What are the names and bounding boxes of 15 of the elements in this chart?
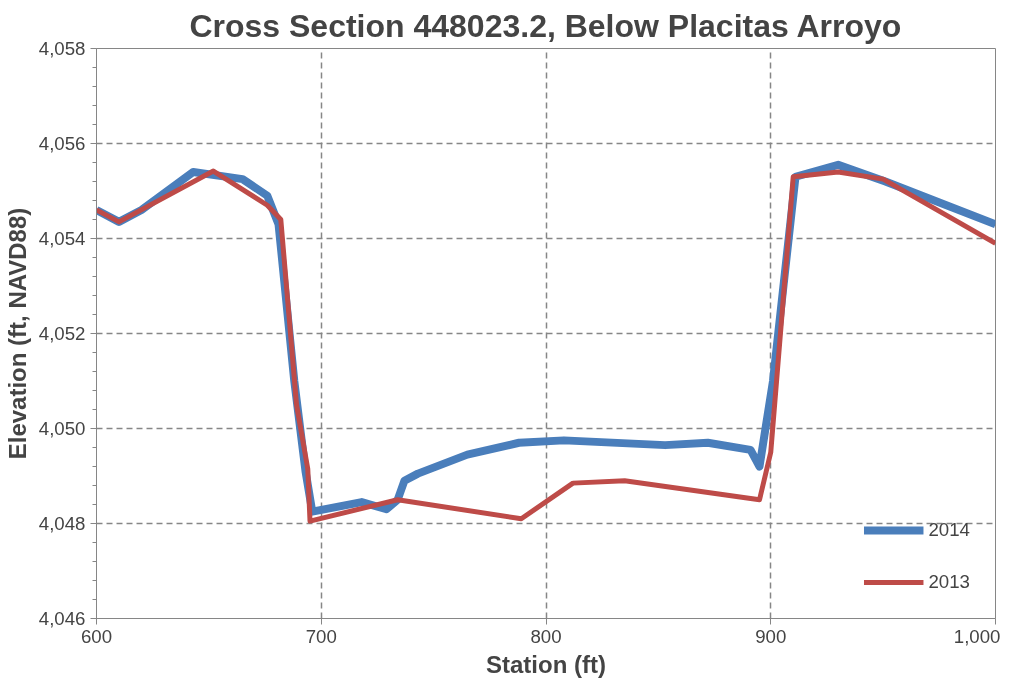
y-axis-title: Elevation (ft, NAVD88) <box>3 207 31 460</box>
x-tick-label: 1,000 <box>953 625 1001 647</box>
y-tick-label: 4,050 <box>38 418 86 439</box>
y-tick-label: 4,056 <box>38 133 86 154</box>
legend-label: 2013 <box>928 571 970 593</box>
x-axis-title: Station (ft) <box>486 650 606 678</box>
legend-label: 2014 <box>928 519 970 541</box>
y-tick-label: 4,058 <box>38 38 86 59</box>
x-tick-label: 900 <box>755 625 787 647</box>
y-tick-label: 4,054 <box>38 228 86 249</box>
x-tick-label: 700 <box>305 625 337 647</box>
x-tick-label: 800 <box>530 625 562 647</box>
y-tick-label: 4,048 <box>38 513 86 534</box>
chart-title: Cross Section 448023.2, Below Placitas Arroyo <box>189 7 902 44</box>
y-tick-label: 4,052 <box>38 323 86 344</box>
